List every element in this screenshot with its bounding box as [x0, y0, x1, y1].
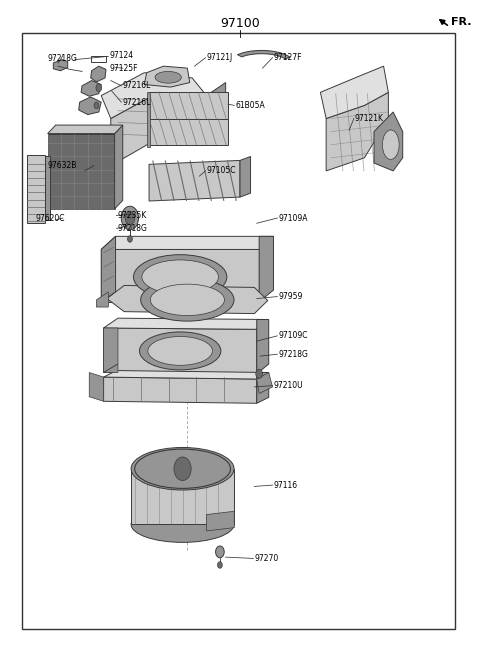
Polygon shape: [89, 373, 104, 401]
Ellipse shape: [142, 260, 218, 294]
Circle shape: [96, 84, 102, 92]
Polygon shape: [104, 318, 269, 329]
Circle shape: [256, 369, 263, 379]
Polygon shape: [79, 97, 101, 115]
Text: 97109A: 97109A: [278, 213, 308, 222]
Ellipse shape: [131, 506, 234, 543]
Bar: [45, 156, 50, 220]
Text: 97127F: 97127F: [274, 53, 302, 62]
Polygon shape: [206, 511, 234, 531]
Text: 97105C: 97105C: [206, 167, 236, 175]
Polygon shape: [107, 285, 268, 314]
Text: 97218G: 97218G: [48, 54, 77, 63]
Circle shape: [128, 236, 132, 242]
Ellipse shape: [133, 255, 227, 299]
Polygon shape: [81, 81, 101, 96]
Text: 97210U: 97210U: [274, 381, 303, 390]
Polygon shape: [111, 92, 206, 166]
Text: 97121J: 97121J: [206, 53, 233, 62]
Ellipse shape: [148, 337, 213, 365]
Text: 97216L: 97216L: [123, 98, 151, 107]
Ellipse shape: [155, 72, 181, 83]
Polygon shape: [104, 364, 118, 373]
Circle shape: [174, 457, 191, 481]
Polygon shape: [101, 73, 206, 119]
Circle shape: [217, 562, 222, 568]
Text: FR.: FR.: [451, 16, 471, 27]
Text: 97124: 97124: [110, 51, 134, 60]
Ellipse shape: [131, 447, 234, 490]
Ellipse shape: [140, 332, 221, 370]
Polygon shape: [101, 236, 116, 302]
Polygon shape: [104, 328, 257, 374]
Polygon shape: [374, 112, 403, 171]
Polygon shape: [115, 125, 123, 209]
Circle shape: [125, 211, 135, 224]
Polygon shape: [149, 161, 240, 201]
Bar: [48, 134, 115, 209]
Polygon shape: [48, 125, 123, 134]
FancyBboxPatch shape: [149, 119, 228, 145]
Text: 61B05A: 61B05A: [235, 101, 265, 110]
Text: 97218G: 97218G: [118, 224, 148, 233]
Text: 97109C: 97109C: [278, 331, 308, 340]
Polygon shape: [206, 83, 226, 138]
Circle shape: [94, 102, 99, 109]
Text: 97116: 97116: [274, 481, 298, 489]
Bar: [27, 155, 45, 223]
Text: 97121K: 97121K: [355, 114, 384, 123]
Polygon shape: [104, 377, 257, 403]
Polygon shape: [104, 371, 269, 379]
Polygon shape: [321, 66, 388, 119]
Circle shape: [126, 222, 132, 230]
Text: 97100: 97100: [220, 17, 260, 30]
Polygon shape: [144, 66, 190, 87]
Text: 97632B: 97632B: [48, 161, 77, 170]
Text: 97620C: 97620C: [36, 213, 65, 222]
Polygon shape: [257, 319, 269, 374]
Ellipse shape: [141, 279, 234, 321]
Polygon shape: [257, 373, 269, 403]
Polygon shape: [238, 51, 290, 59]
Text: 97235K: 97235K: [118, 211, 147, 220]
Polygon shape: [257, 373, 273, 394]
Text: 97270: 97270: [254, 554, 278, 563]
Polygon shape: [96, 292, 108, 307]
Circle shape: [216, 546, 224, 558]
Polygon shape: [104, 328, 118, 373]
Polygon shape: [53, 60, 68, 71]
Polygon shape: [259, 236, 274, 302]
Text: 97216L: 97216L: [123, 81, 151, 91]
Polygon shape: [91, 66, 106, 82]
FancyBboxPatch shape: [131, 469, 234, 524]
Polygon shape: [101, 249, 259, 302]
Circle shape: [121, 206, 139, 230]
Ellipse shape: [383, 130, 399, 159]
Text: 97959: 97959: [278, 292, 303, 301]
Polygon shape: [240, 157, 251, 197]
Ellipse shape: [150, 284, 225, 316]
Polygon shape: [147, 92, 150, 148]
Polygon shape: [326, 92, 388, 171]
Polygon shape: [91, 56, 106, 62]
Text: 97218G: 97218G: [278, 350, 308, 359]
Text: 97125F: 97125F: [110, 64, 138, 73]
FancyBboxPatch shape: [149, 92, 228, 119]
Polygon shape: [101, 236, 274, 249]
